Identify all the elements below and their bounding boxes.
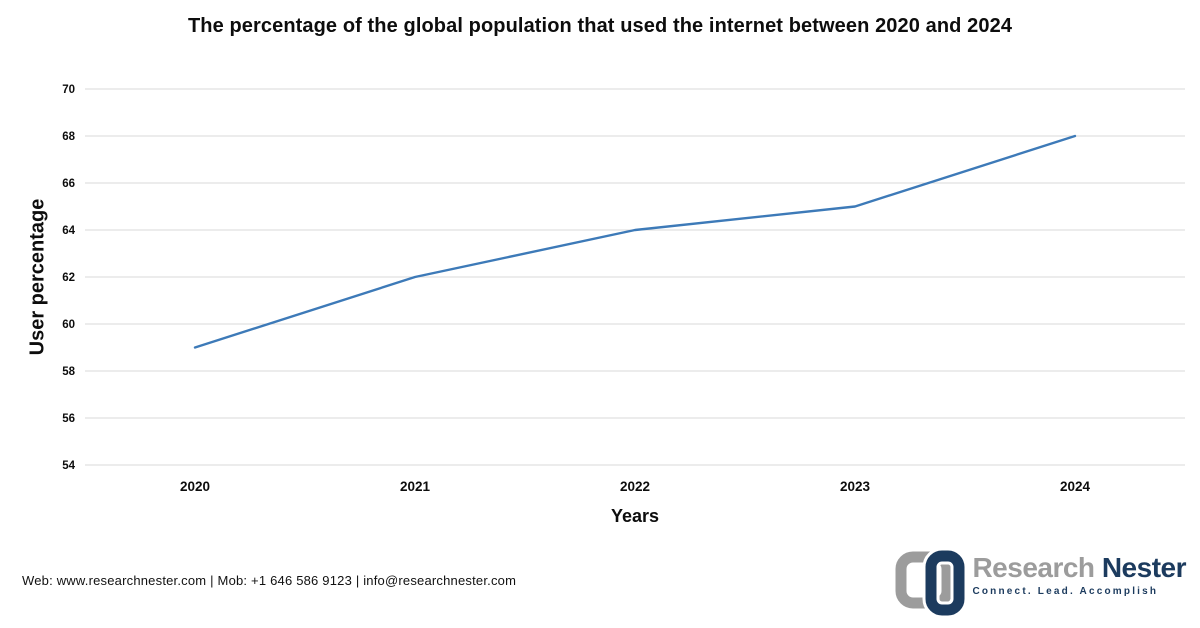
y-tick-label-68: 68 bbox=[62, 131, 75, 143]
logo-brand-primary: Research bbox=[972, 552, 1095, 583]
y-tick-label-64: 64 bbox=[62, 225, 75, 237]
chain-link-navy-ring bbox=[925, 550, 965, 616]
y-tick-label-66: 66 bbox=[62, 178, 75, 190]
x-tick-label-2024: 2024 bbox=[1060, 479, 1091, 494]
chart-title: The percentage of the global population … bbox=[187, 15, 1013, 37]
y-tick-label-62: 62 bbox=[62, 272, 75, 284]
research-nester-logo: Research Nester Connect. Lead. Accomplis… bbox=[895, 548, 1187, 616]
x-axis-title: Years bbox=[610, 506, 660, 526]
y-tick-label-54: 54 bbox=[62, 460, 75, 472]
y-tick-label-70: 70 bbox=[62, 84, 75, 96]
footer-contact: Web: www.researchnester.com | Mob: +1 64… bbox=[22, 573, 517, 588]
logo-brand-secondary: Nester bbox=[1101, 552, 1187, 583]
x-tick-label-2023: 2023 bbox=[840, 479, 871, 494]
x-tick-label-2020: 2020 bbox=[180, 479, 210, 494]
logo-tagline: Connect. Lead. Accomplish bbox=[972, 586, 1159, 598]
chain-link-icon bbox=[895, 548, 966, 616]
x-tick-label-2022: 2022 bbox=[620, 479, 650, 494]
logo-text-column: Research Nester Connect. Lead. Accomplis… bbox=[972, 548, 1186, 598]
x-tick-label-2021: 2021 bbox=[400, 479, 431, 494]
y-tick-label-56: 56 bbox=[62, 413, 75, 425]
data-line-user-percentage bbox=[193, 134, 1077, 349]
y-tick-label-58: 58 bbox=[62, 366, 75, 378]
y-tick-label-60: 60 bbox=[62, 319, 75, 331]
logo-name: Research Nester bbox=[972, 553, 1186, 582]
